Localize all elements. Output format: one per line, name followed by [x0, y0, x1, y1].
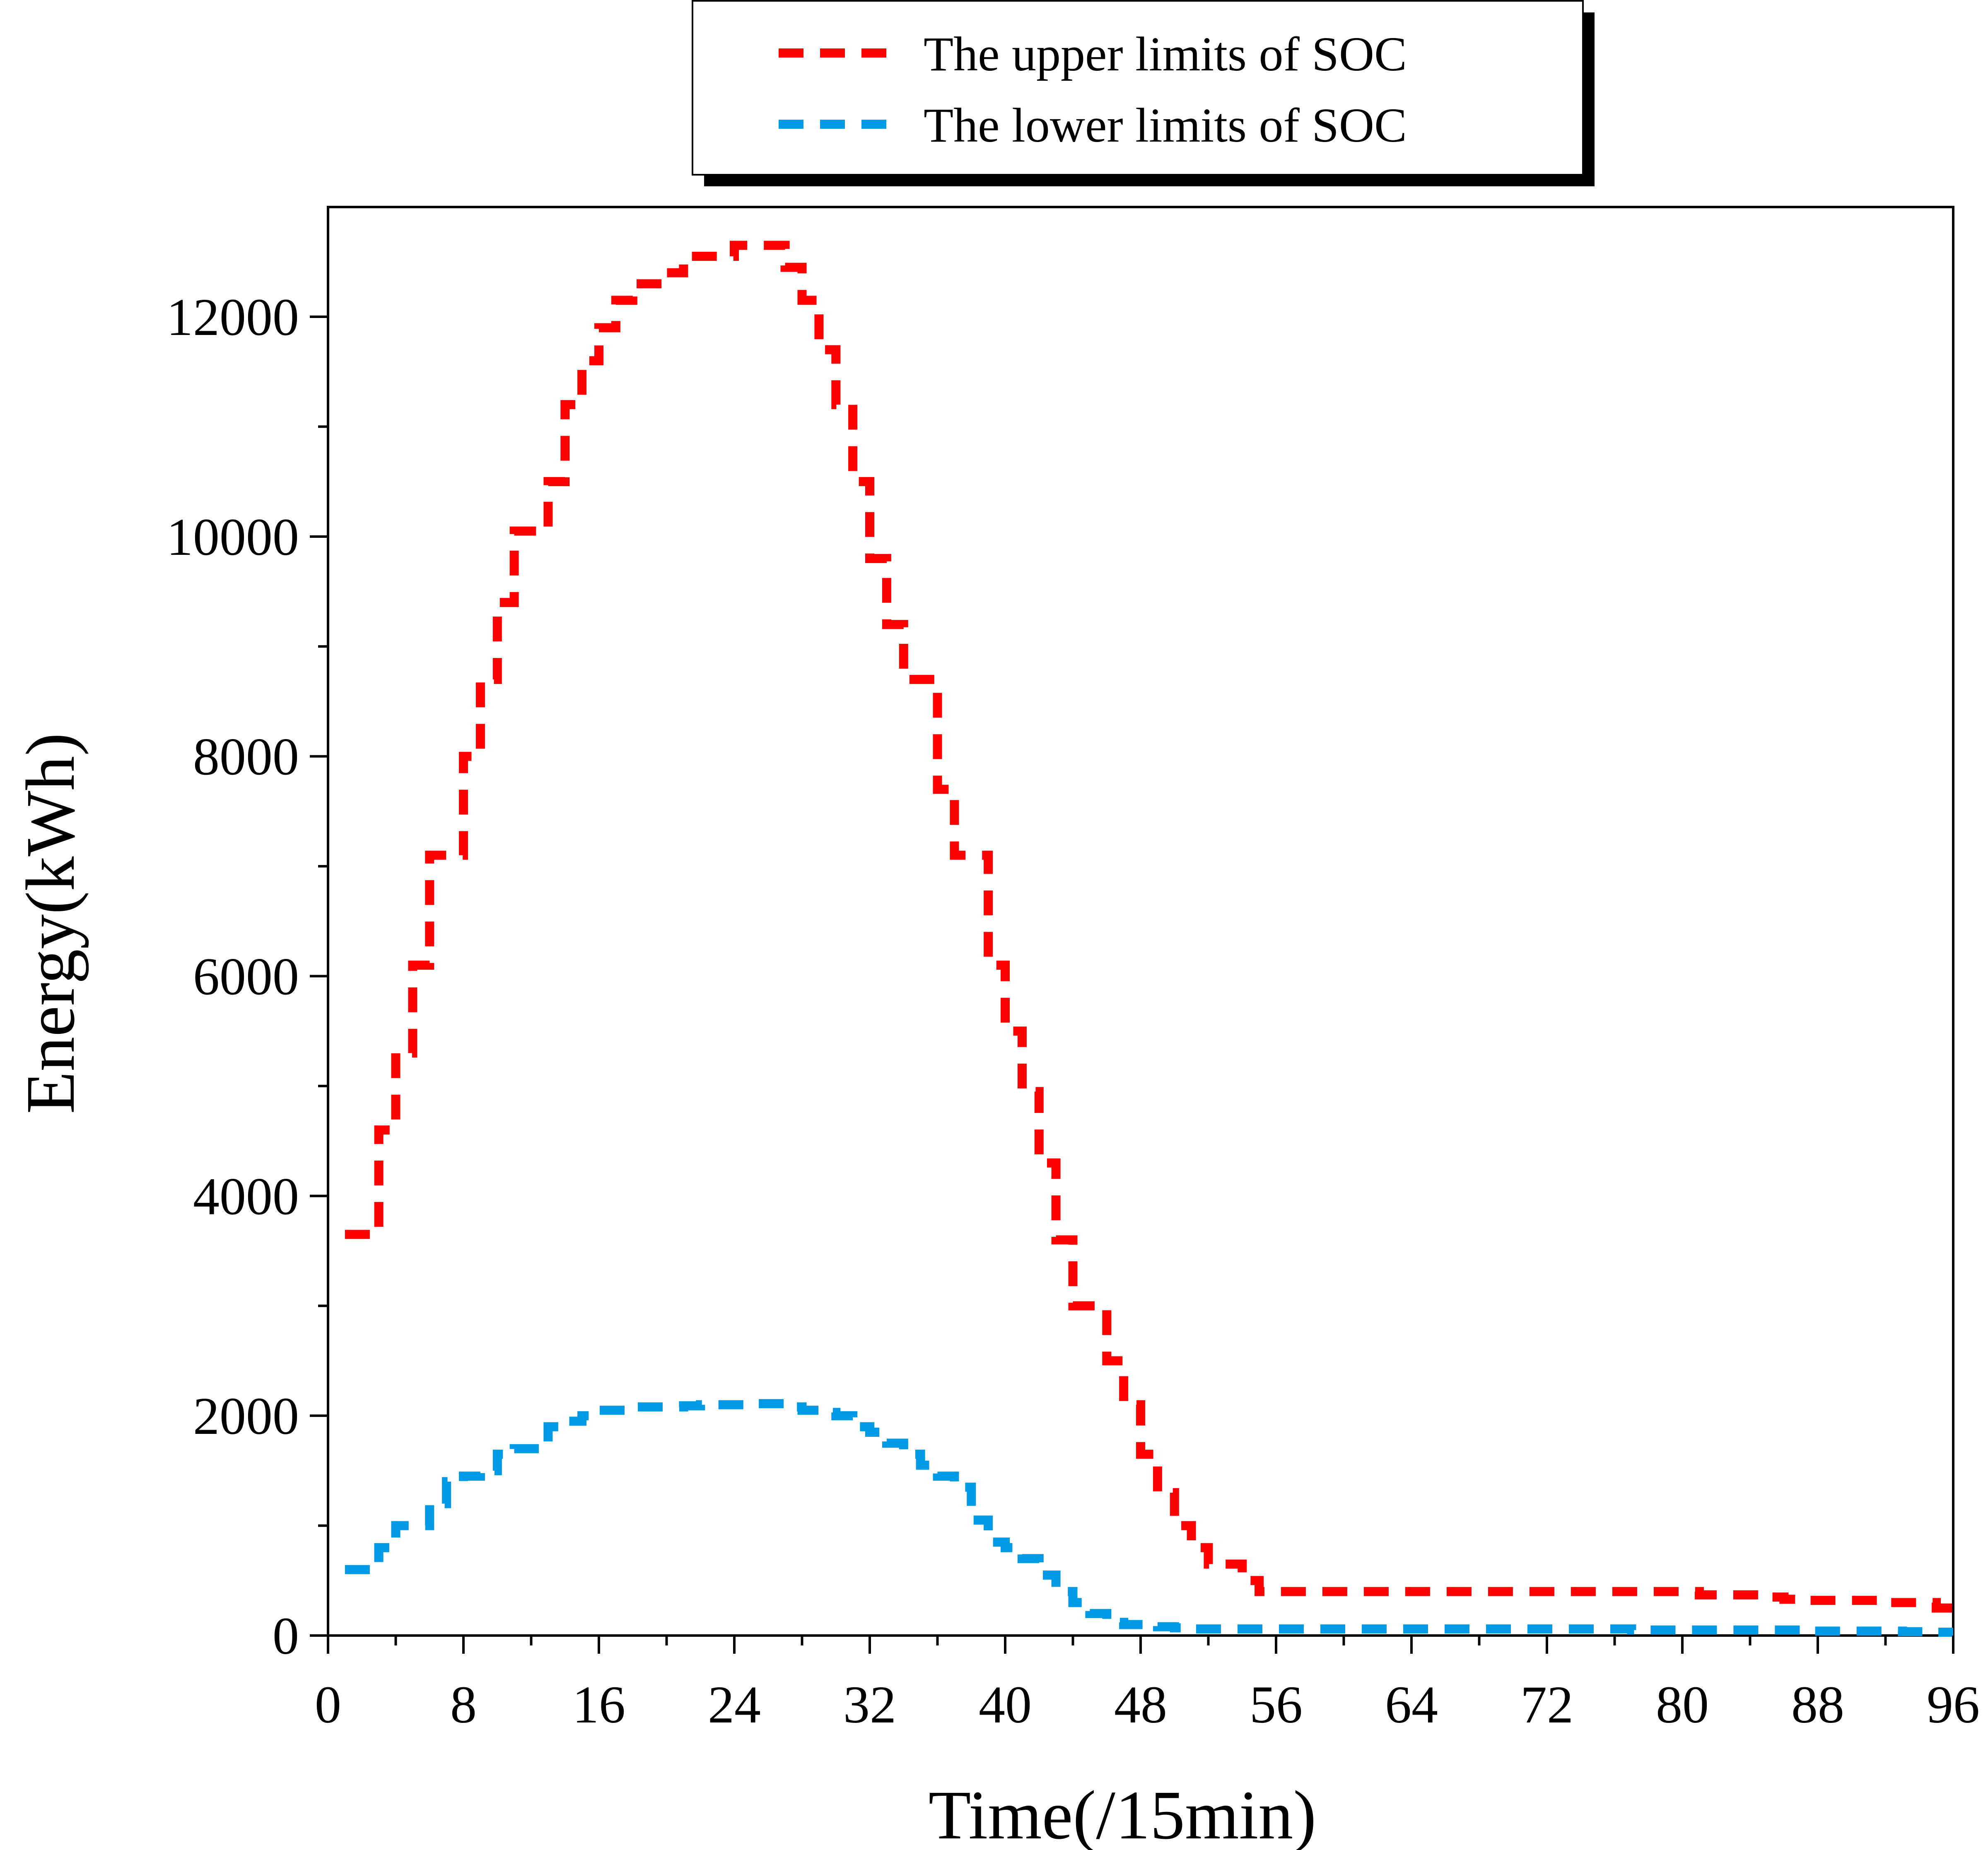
x-tick-label: 8 [450, 1675, 477, 1734]
y-tick-label: 4000 [193, 1167, 299, 1226]
y-tick-label: 0 [273, 1607, 299, 1665]
legend-label-lower: The lower limits of SOC [924, 98, 1407, 152]
y-tick-label: 10000 [166, 508, 299, 566]
x-tick-label: 24 [708, 1675, 761, 1734]
legend: The upper limits of SOC The lower limits… [692, 0, 1595, 186]
y-tick-label: 6000 [193, 947, 299, 1006]
legend-box [692, 0, 1584, 176]
x-tick-label: 88 [1791, 1675, 1844, 1734]
y-tick-label: 2000 [193, 1387, 299, 1445]
x-axis: 0 8 16 24 32 40 48 56 64 72 80 88 96 [315, 1636, 1980, 1734]
series-upper-line [345, 241, 1958, 1616]
y-axis: 0 2000 4000 6000 8000 10000 12000 [166, 288, 328, 1665]
x-tick-label: 80 [1656, 1675, 1709, 1734]
x-tick-label: 0 [315, 1675, 341, 1734]
legend-label-upper: The upper limits of SOC [924, 27, 1407, 81]
y-tick-label: 12000 [166, 288, 299, 347]
x-tick-label: 72 [1520, 1675, 1573, 1734]
x-tick-label: 48 [1114, 1675, 1167, 1734]
series-lower-line [345, 1399, 1953, 1637]
y-tick-label: 8000 [193, 727, 299, 786]
x-tick-label: 16 [572, 1675, 625, 1734]
x-tick-label: 64 [1385, 1675, 1438, 1734]
x-tick-label: 32 [843, 1675, 896, 1734]
series-layer [345, 241, 1958, 1637]
y-axis-title: Energy(kWh) [12, 733, 89, 1114]
x-tick-label: 96 [1927, 1675, 1980, 1734]
x-tick-label: 56 [1250, 1675, 1303, 1734]
x-tick-label: 40 [979, 1675, 1032, 1734]
x-axis-title: Time(/15min) [929, 1777, 1317, 1850]
